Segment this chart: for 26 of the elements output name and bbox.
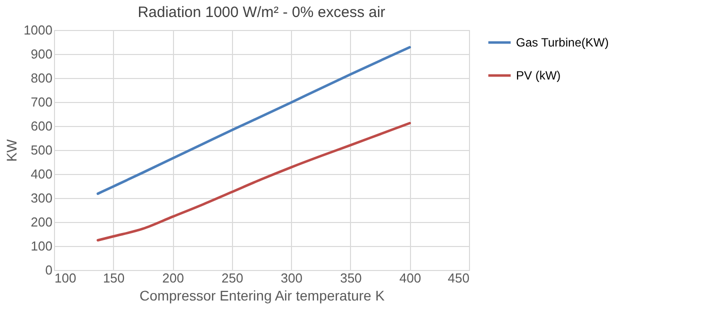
y-tick-label: 600	[30, 118, 52, 134]
line-series	[96, 46, 411, 195]
y-axis-title: KW	[4, 138, 20, 162]
y-tick-label: 500	[30, 142, 52, 158]
y-tick-label: 300	[30, 190, 52, 206]
x-tick-label: 200	[162, 270, 184, 286]
y-tick-label: 400	[30, 166, 52, 182]
x-tick-label: 450	[448, 270, 470, 286]
y-tick-label: 800	[30, 70, 52, 86]
y-tick-label: 200	[30, 214, 52, 230]
y-tick-label: 0	[45, 262, 52, 278]
x-tick-label: 400	[399, 270, 422, 286]
y-tick-label: 1000	[24, 22, 52, 38]
x-axis-title: Compressor Entering Air temperature K	[139, 288, 386, 304]
x-tick-label: 150	[102, 270, 125, 286]
legend-label: Gas Turbine(KW)	[516, 36, 609, 50]
y-tick-label: 100	[30, 238, 52, 254]
x-tick-label: 100	[54, 270, 76, 286]
line-series	[96, 122, 411, 242]
y-tick-label: 700	[30, 94, 52, 110]
legend-label: PV (kW)	[516, 68, 561, 82]
y-tick-label: 900	[30, 46, 52, 62]
x-tick-label: 250	[222, 270, 244, 286]
chart-title: Radiation 1000 W/m² - 0% excess air	[138, 4, 386, 21]
x-tick-label: 300	[280, 270, 302, 286]
x-tick-label: 350	[340, 270, 362, 286]
